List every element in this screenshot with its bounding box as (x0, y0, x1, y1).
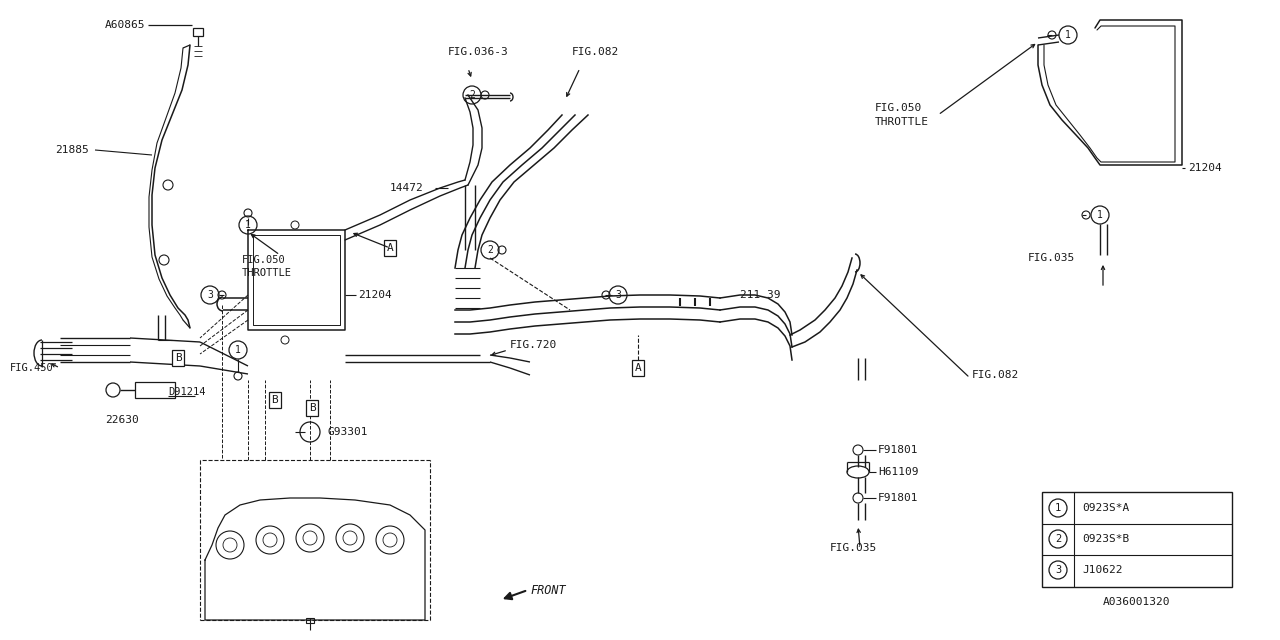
Text: A036001320: A036001320 (1103, 597, 1171, 607)
Text: A: A (635, 363, 641, 373)
Text: 21204: 21204 (358, 290, 392, 300)
Text: A: A (387, 243, 393, 253)
Text: B: B (174, 353, 182, 363)
Bar (306, 618, 314, 623)
Text: 1: 1 (1097, 210, 1103, 220)
Text: 1: 1 (236, 345, 241, 355)
Ellipse shape (847, 466, 869, 478)
Text: FIG.035: FIG.035 (829, 543, 877, 553)
Text: FIG.450: FIG.450 (10, 363, 54, 373)
Text: 1: 1 (1055, 503, 1061, 513)
Text: F91801: F91801 (878, 493, 919, 503)
Text: D91214: D91214 (168, 387, 206, 397)
Text: J10622: J10622 (1082, 565, 1123, 575)
Text: FIG.082: FIG.082 (972, 370, 1019, 380)
Text: B: B (308, 403, 315, 413)
Text: THROTTLE: THROTTLE (876, 117, 929, 127)
Text: 3: 3 (616, 290, 621, 300)
Text: G93301: G93301 (328, 427, 369, 437)
Text: 3: 3 (1055, 565, 1061, 575)
Text: 2: 2 (468, 90, 475, 100)
Text: FIG.050: FIG.050 (242, 255, 285, 265)
Text: 211 39: 211 39 (740, 290, 781, 300)
Text: 2: 2 (1055, 534, 1061, 544)
Bar (193, 28, 204, 36)
Text: 1: 1 (1065, 30, 1071, 40)
Text: FIG.082: FIG.082 (572, 47, 620, 57)
Text: H61109: H61109 (878, 467, 919, 477)
Text: FIG.720: FIG.720 (509, 340, 557, 350)
Text: 21885: 21885 (55, 145, 88, 155)
Text: B: B (271, 395, 278, 405)
Text: 2: 2 (488, 245, 493, 255)
Text: 14472: 14472 (390, 183, 424, 193)
Text: FRONT: FRONT (530, 584, 566, 596)
Text: 22630: 22630 (105, 415, 138, 425)
Bar (134, 382, 175, 398)
Text: FIG.050: FIG.050 (876, 103, 923, 113)
Text: 0923S*A: 0923S*A (1082, 503, 1129, 513)
Text: THROTTLE: THROTTLE (242, 268, 292, 278)
Text: FIG.035: FIG.035 (1028, 253, 1075, 263)
Text: 3: 3 (207, 290, 212, 300)
Text: F91801: F91801 (878, 445, 919, 455)
Text: A60865: A60865 (105, 20, 146, 30)
Bar (1042, 492, 1231, 587)
Text: 0923S*B: 0923S*B (1082, 534, 1129, 544)
Text: 21204: 21204 (1188, 163, 1221, 173)
Text: 1: 1 (244, 220, 251, 230)
Text: FIG.036-3: FIG.036-3 (448, 47, 508, 57)
